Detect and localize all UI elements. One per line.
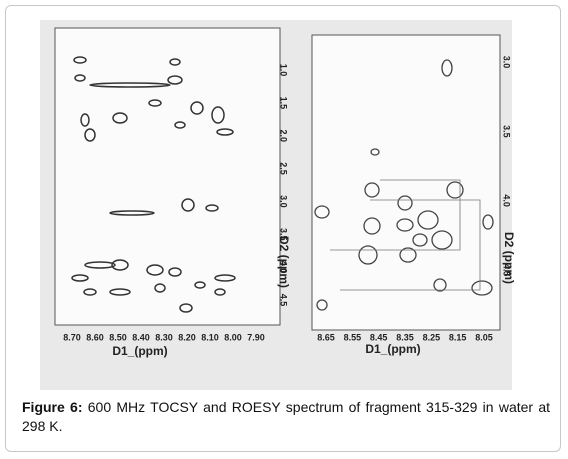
y-axis-label: D2 (ppm) <box>277 236 291 288</box>
y-tick-label: 1.0 <box>279 64 289 77</box>
x-tick-label: 8.65 <box>317 332 335 342</box>
x-tick-label: 8.20 <box>178 332 196 342</box>
x-tick-label: 8.05 <box>475 332 493 342</box>
caption-text: 600 MHz TOCSY and ROESY spectrum of frag… <box>22 399 551 434</box>
y-axis-label: D2 (ppm) <box>502 232 516 284</box>
figure-frame <box>5 5 561 452</box>
x-axis-label: D1_(ppm) <box>112 344 167 358</box>
caption: Figure 6: 600 MHz TOCSY and ROESY spectr… <box>22 398 550 436</box>
y-tick-label: 4.0 <box>502 194 512 207</box>
y-tick-label: 2.5 <box>279 162 289 175</box>
caption-label: Figure 6: <box>22 399 83 415</box>
x-tick-label: 7.90 <box>247 332 265 342</box>
x-tick-label: 8.60 <box>86 332 104 342</box>
x-tick-label: 8.45 <box>370 332 388 342</box>
x-tick-label: 8.15 <box>449 332 467 342</box>
x-tick-label: 8.30 <box>155 332 173 342</box>
tocsy-peaks <box>71 56 236 313</box>
x-tick-label: 8.10 <box>201 332 219 342</box>
x-tick-label: 8.40 <box>132 332 150 342</box>
roesy-peaks <box>314 59 494 311</box>
x-tick-label: 8.00 <box>224 332 242 342</box>
y-tick-label: 4.0 <box>279 261 289 274</box>
y-tick-label: 3.5 <box>279 228 289 241</box>
y-tick-label: 3.0 <box>279 195 289 208</box>
x-axis-label: D1_(ppm) <box>365 342 420 356</box>
x-tick-label: 8.25 <box>423 332 441 342</box>
y-tick-label: 3.0 <box>502 56 512 69</box>
x-tick-label: 8.50 <box>109 332 127 342</box>
y-tick-label: 4.5 <box>279 294 289 307</box>
roesy-panel <box>311 34 501 331</box>
x-tick-label: 8.55 <box>344 332 362 342</box>
x-tick-label: 8.70 <box>63 332 81 342</box>
y-tick-label: 4.5 <box>502 264 512 277</box>
tocsy-panel <box>54 27 281 326</box>
x-tick-label: 8.35 <box>396 332 414 342</box>
y-tick-label: 1.5 <box>279 97 289 110</box>
y-tick-label: 3.5 <box>502 125 512 138</box>
y-tick-label: 2.0 <box>279 129 289 142</box>
